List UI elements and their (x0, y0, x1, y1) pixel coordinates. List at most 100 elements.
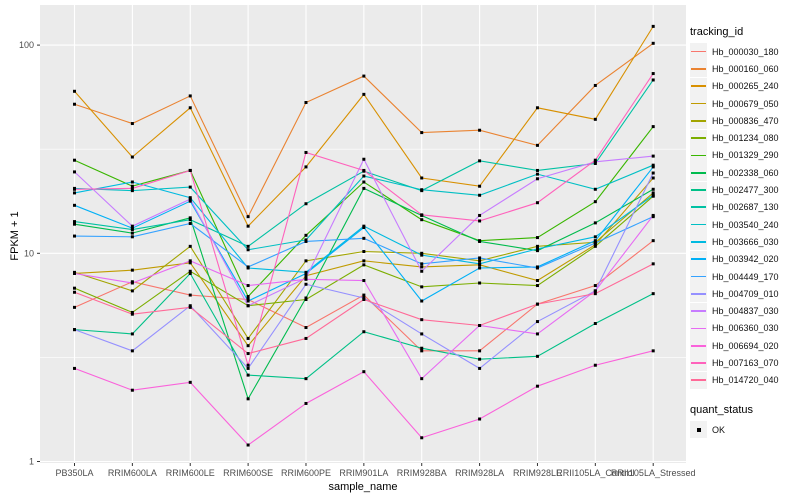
data-point (651, 78, 655, 82)
data-point (651, 24, 655, 28)
data-point (246, 373, 250, 377)
legend-item-Hb_004449_170: Hb_004449_170 (690, 268, 798, 285)
legend-line-swatch (691, 85, 706, 88)
data-point (188, 216, 192, 220)
legend-key-line-icon (690, 337, 707, 355)
data-point (420, 176, 424, 180)
data-point (73, 203, 76, 207)
data-point (246, 344, 250, 348)
data-point (130, 226, 134, 230)
legend-key-line-icon (690, 198, 707, 216)
data-point (651, 176, 655, 180)
legend-item-Hb_014720_040: Hb_014720_040 (690, 371, 798, 389)
x-tick-label: RRIM600LE (166, 468, 215, 478)
data-point (593, 322, 597, 326)
x-tick-label: RRIM928LA (455, 468, 504, 478)
data-point (535, 177, 539, 181)
data-point (593, 158, 597, 162)
x-tick-label: RRIM928BA (397, 468, 447, 478)
data-point (593, 292, 597, 296)
data-point (73, 222, 76, 226)
data-point (651, 349, 655, 353)
y-tick-label: 1 (29, 457, 34, 467)
data-point (130, 310, 134, 314)
legend-item-Hb_002338_060: Hb_002338_060 (690, 164, 798, 182)
data-point (535, 244, 539, 248)
data-point (73, 305, 76, 309)
data-point (188, 269, 192, 273)
data-point (304, 150, 308, 154)
data-point (478, 219, 482, 223)
legend-item-quant-OK: OK (690, 421, 798, 439)
data-point (246, 224, 250, 228)
data-point (304, 101, 308, 105)
data-point (535, 354, 539, 358)
data-point (535, 284, 539, 288)
data-point (304, 326, 308, 330)
data-point (478, 213, 482, 217)
x-tick-label: PB350LA (55, 468, 93, 478)
legend-line-swatch (691, 379, 706, 382)
data-point (130, 189, 134, 193)
data-point (188, 259, 192, 263)
data-point (420, 349, 424, 353)
legend-line-swatch (691, 137, 706, 139)
legend-key-point-icon (690, 421, 707, 439)
data-point (246, 265, 250, 269)
legend-quant-items: OK (690, 421, 798, 439)
data-point (362, 226, 366, 230)
data-point (593, 187, 597, 191)
data-point (593, 239, 597, 243)
legend-item-Hb_004709_010: Hb_004709_010 (690, 285, 798, 303)
data-point (478, 159, 482, 163)
data-point (535, 302, 539, 306)
data-point (246, 295, 250, 299)
data-point (246, 397, 250, 401)
data-point (304, 165, 308, 169)
legend-item-Hb_001234_080: Hb_001234_080 (690, 129, 798, 147)
legend-item-Hb_000160_060: Hb_000160_060 (690, 60, 798, 78)
data-point (362, 250, 366, 254)
legend-item-Hb_000265_240: Hb_000265_240 (690, 77, 798, 95)
legend-item-label: Hb_014720_040 (712, 375, 779, 386)
data-point (246, 299, 250, 303)
data-point (73, 271, 76, 275)
data-point (535, 168, 539, 172)
data-point (130, 231, 134, 235)
data-point (362, 279, 366, 283)
legend-line-swatch (691, 362, 706, 364)
data-point (535, 266, 539, 270)
data-point (535, 247, 539, 251)
data-point (362, 168, 366, 172)
data-point (73, 234, 76, 238)
data-point (362, 157, 366, 161)
legend-item-label: Hb_000160_060 (712, 63, 779, 74)
legend-item-Hb_003942_020: Hb_003942_020 (690, 250, 798, 268)
data-point (73, 89, 76, 93)
data-point (420, 253, 424, 257)
data-point (73, 170, 76, 174)
data-point (130, 268, 134, 272)
data-point (420, 188, 424, 192)
data-point (478, 239, 482, 243)
data-point (420, 377, 424, 381)
data-point (420, 346, 424, 350)
legend-item-label: Hb_000836_470 (712, 115, 779, 126)
legend-key-line-icon (690, 43, 707, 61)
data-point (246, 284, 250, 288)
data-point (188, 293, 192, 297)
legend-item-Hb_003666_030: Hb_003666_030 (690, 233, 798, 251)
data-point (651, 292, 655, 296)
legend-line-swatch (691, 223, 706, 226)
legend-item-label: OK (712, 424, 726, 435)
data-point (651, 193, 655, 197)
data-point (73, 220, 76, 224)
legend-key-line-icon (690, 181, 707, 199)
data-point (593, 363, 597, 367)
data-point (420, 332, 424, 336)
data-point (535, 236, 539, 240)
data-point (73, 366, 76, 370)
legend-item-Hb_000836_470: Hb_000836_470 (690, 112, 798, 130)
x-tick-label: RRIM600PE (281, 468, 331, 478)
